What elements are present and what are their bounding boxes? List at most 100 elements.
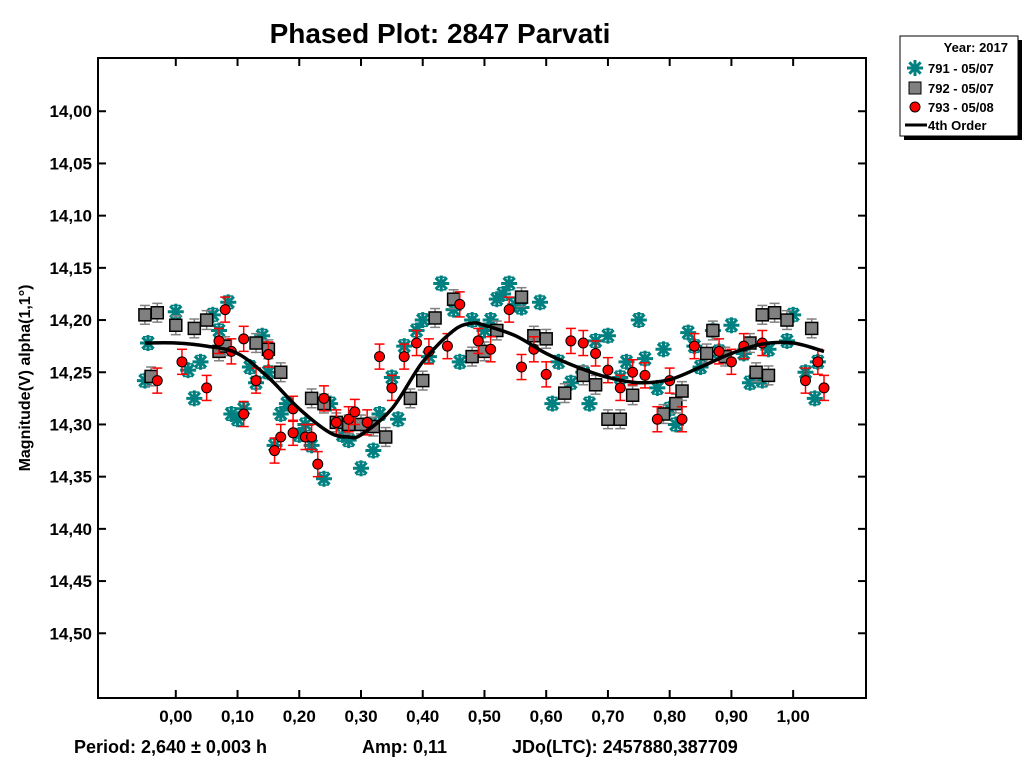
data-point (390, 411, 407, 428)
data-point (343, 413, 355, 425)
data-point (238, 408, 250, 420)
data-point (201, 382, 213, 394)
y-tick-label: 14,20 (49, 311, 92, 330)
data-point (581, 395, 598, 412)
data-point (273, 365, 288, 380)
data-point (614, 382, 626, 394)
data-point (441, 340, 453, 352)
data-point (630, 312, 647, 329)
data-point (330, 416, 342, 428)
data-point (374, 351, 386, 363)
data-point (365, 442, 382, 459)
legend: Year: 2017 791 - 05/07 792 - 05/07 793 -… (899, 35, 1022, 140)
data-point (472, 335, 484, 347)
data-point (187, 321, 202, 336)
data-point (249, 336, 263, 350)
data-point (539, 332, 553, 346)
data-point (411, 337, 423, 349)
data-point (250, 375, 262, 387)
data-point (706, 323, 720, 338)
data-point (688, 340, 700, 352)
data-point (213, 335, 225, 347)
data-point (590, 347, 602, 359)
data-point (601, 412, 615, 426)
data-point (544, 395, 561, 412)
data-point (675, 384, 689, 398)
x-tick-label: 0,00 (159, 707, 192, 726)
data-point (312, 458, 324, 470)
data-point (501, 275, 518, 292)
footer-period: Period: 2,640 ± 0,003 h (74, 737, 267, 757)
data-point (799, 375, 811, 387)
legend-entry-fit: 4th Order (928, 118, 987, 133)
data-point (818, 382, 830, 394)
y-tick-label: 14,45 (49, 572, 92, 591)
x-tick-label: 0,90 (715, 707, 748, 726)
data-point (749, 365, 763, 380)
data-point (618, 353, 635, 370)
y-tick-label: 14,30 (49, 415, 92, 434)
data-point (713, 345, 725, 357)
data-point (186, 390, 203, 407)
data-point (613, 412, 628, 426)
y-tick-label: 14,10 (49, 207, 92, 226)
data-point (627, 366, 639, 378)
data-point (532, 294, 549, 311)
data-point (725, 356, 737, 368)
data-point (565, 335, 577, 347)
footer-jdo: JDo(LTC): 2457880,387709 (512, 737, 738, 757)
data-point (451, 353, 468, 370)
data-point (151, 375, 163, 387)
data-point (723, 317, 740, 334)
y-axis-label: Magnitude(V) alpha(1,1°) (17, 285, 34, 472)
x-tick-label: 0,80 (653, 707, 686, 726)
chart-title: Phased Plot: 2847 Parvati (270, 18, 611, 49)
data-point (804, 321, 819, 336)
plot-area (97, 57, 867, 699)
data-point (806, 390, 823, 407)
data-point (676, 413, 688, 425)
data-point (403, 391, 418, 406)
data-point (361, 416, 373, 428)
data-point (238, 333, 250, 345)
data-point (485, 343, 497, 355)
data-point (223, 406, 240, 423)
data-point (514, 290, 529, 304)
y-tick-label: 14,35 (49, 468, 92, 487)
x-tick-label: 0,40 (406, 707, 439, 726)
data-point (625, 388, 640, 402)
footer-amp: Amp: 0,11 (362, 737, 447, 757)
data-point (306, 431, 318, 443)
data-point (169, 318, 183, 333)
data-point (398, 351, 410, 363)
data-point (669, 396, 683, 411)
fit-curve-4th-order (144, 321, 825, 440)
legend-square-icon (908, 81, 922, 95)
data-point (433, 275, 450, 292)
x-tick-label: 0,20 (283, 707, 316, 726)
data-point (639, 369, 651, 381)
x-tick-label: 0,60 (530, 707, 563, 726)
data-point (176, 356, 188, 368)
data-point (150, 305, 165, 320)
y-tick-label: 14,00 (49, 102, 92, 121)
data-point (516, 361, 528, 373)
data-point (352, 460, 369, 477)
data-point (680, 324, 697, 341)
data-point (138, 308, 152, 322)
y-tick-label: 14,15 (49, 259, 92, 278)
y-tick-label: 14,25 (49, 363, 92, 382)
data-point (199, 313, 214, 327)
legend-asterisk-icon (907, 60, 923, 76)
data-point (414, 312, 431, 329)
y-tick-label: 14,40 (49, 520, 92, 539)
legend-entry-793: 793 - 05/08 (928, 100, 994, 115)
data-point (192, 353, 209, 370)
x-tick-label: 0,10 (221, 707, 254, 726)
x-tick-label: 0,70 (591, 707, 624, 726)
data-point (602, 364, 614, 376)
data-point (761, 368, 776, 383)
data-point (503, 304, 515, 316)
y-tick-label: 14,05 (49, 154, 92, 173)
